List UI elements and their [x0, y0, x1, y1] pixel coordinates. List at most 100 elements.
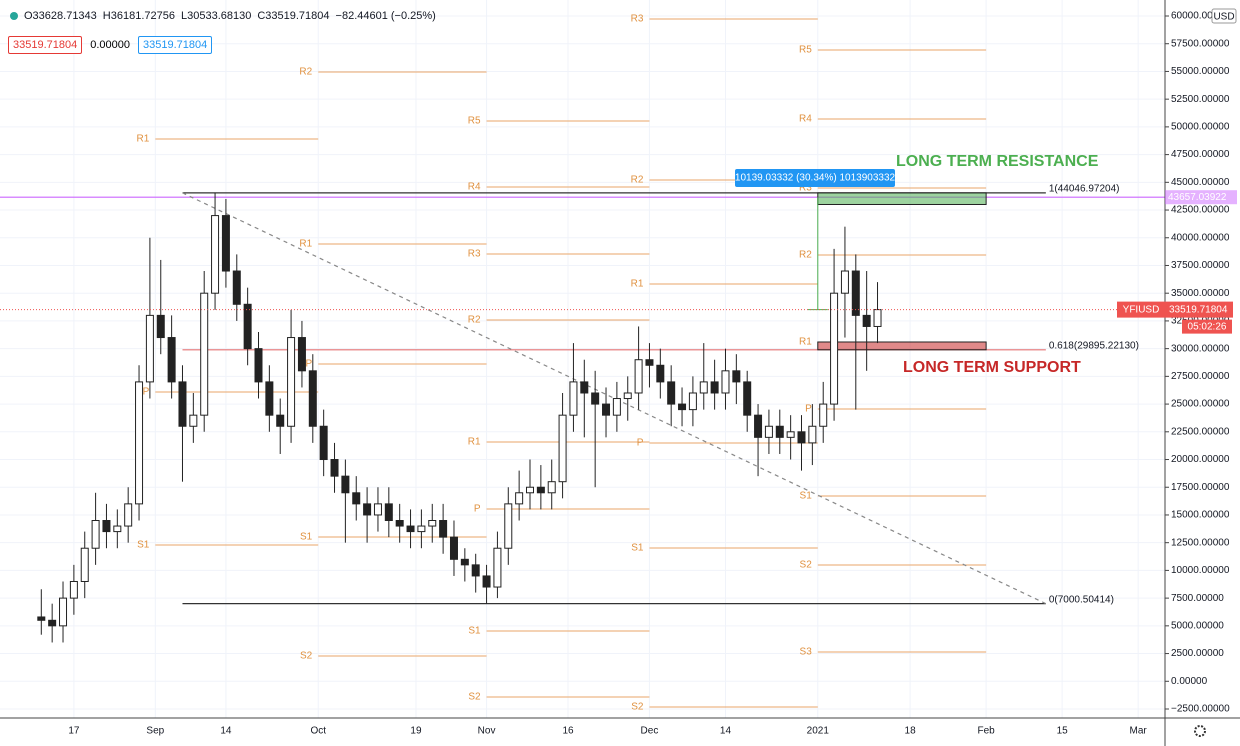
pivot-label: S2	[468, 692, 481, 703]
pivot-label: S1	[800, 491, 813, 502]
candle-body	[602, 403, 611, 416]
settings-icon[interactable]	[1194, 725, 1206, 737]
candle-body	[688, 392, 697, 411]
price-tag	[1165, 301, 1233, 318]
candle-body	[862, 314, 871, 327]
y-tick-label: 15000.00000	[1171, 510, 1230, 521]
currency-label: USD	[1213, 12, 1234, 23]
candle-body	[840, 270, 849, 294]
x-tick-label: 14	[720, 726, 732, 737]
x-tick-label: 18	[905, 726, 917, 737]
candle-body	[113, 525, 122, 533]
candle-body	[80, 547, 89, 582]
candle-body	[645, 359, 654, 366]
candle-body	[732, 370, 741, 383]
candle-body	[493, 547, 502, 588]
candle-body	[102, 520, 111, 533]
spread: 0.00000	[90, 39, 130, 51]
candle-body	[656, 364, 665, 383]
pivot-label: R3	[468, 249, 481, 260]
pivot-label: R1	[799, 337, 812, 348]
candle-body	[699, 381, 708, 394]
status-dot	[10, 12, 18, 20]
buy-price[interactable]: 33519.71804	[138, 36, 213, 54]
candle-body	[536, 486, 545, 494]
x-tick-label: Sep	[146, 726, 164, 737]
candle-body	[341, 475, 350, 494]
pivot-label: R3	[799, 183, 812, 194]
candle-body	[276, 414, 285, 427]
y-tick-label: 30000.00000	[1171, 343, 1230, 354]
x-tick-label: 16	[562, 726, 574, 737]
candle-body	[504, 503, 513, 549]
candle-body	[330, 459, 339, 477]
y-tick-label: 12500.00000	[1171, 537, 1230, 548]
candle-body	[710, 381, 719, 394]
candle-body	[482, 575, 491, 588]
candle-body	[319, 425, 328, 461]
pivot-label: R2	[799, 250, 812, 261]
candle-body	[297, 337, 306, 372]
candle-body	[775, 425, 784, 438]
y-tick-label: 40000.00000	[1171, 232, 1230, 243]
pivot-label: P	[805, 404, 812, 415]
pivot-label: R2	[631, 175, 644, 186]
y-tick-label: 55000.00000	[1171, 66, 1230, 77]
candle-body	[764, 425, 773, 438]
pivot-label: R4	[799, 114, 812, 125]
candle-body	[786, 431, 795, 438]
candle-body	[287, 337, 296, 427]
candle-body	[124, 503, 133, 527]
pivot-label: P	[306, 359, 313, 370]
pivot-label: R1	[468, 437, 481, 448]
candle-body	[526, 486, 534, 494]
candle-body	[547, 481, 556, 494]
y-tick-label: 2500.00000	[1171, 648, 1224, 659]
zone-box	[817, 192, 987, 205]
symbol-label: YFIUSD	[1123, 304, 1160, 315]
candle-body	[69, 580, 78, 599]
order-boxes: 33519.71804 0.00000 33519.71804	[8, 36, 213, 54]
sell-price[interactable]: 33519.71804	[8, 36, 83, 54]
countdown-tag	[1182, 319, 1232, 334]
x-tick-label: 15	[1057, 726, 1069, 737]
candle-body	[189, 414, 198, 427]
candle-body	[808, 425, 817, 444]
pivot-label: R1	[299, 239, 312, 250]
candle-body	[167, 337, 176, 383]
candle-body	[156, 314, 165, 339]
candle-body	[623, 392, 632, 400]
pivot-label: P	[143, 387, 150, 398]
symbol-tag	[1117, 301, 1165, 318]
price-tag-label: 33519.71804	[1169, 304, 1228, 315]
candle-body	[243, 303, 252, 350]
x-tick-label: Nov	[478, 726, 496, 737]
candle-body	[439, 520, 448, 538]
low: L30533.68130	[180, 10, 252, 22]
change: −82.44601 (−0.25%)	[335, 10, 436, 22]
candle-body	[819, 403, 828, 427]
alert-tag-label: 43657.03922	[1168, 192, 1227, 203]
zone-box	[817, 341, 987, 351]
candle-body	[308, 370, 317, 427]
candle-body	[797, 431, 806, 444]
pivot-label: S1	[631, 543, 644, 554]
y-tick-label: 17500.00000	[1171, 482, 1230, 493]
x-tick-label: Feb	[978, 726, 996, 737]
candle-body	[515, 492, 524, 505]
pivot-label: P	[637, 438, 644, 449]
candle-body	[873, 309, 882, 327]
pivot-label: R5	[799, 45, 812, 56]
candle-body	[851, 270, 860, 316]
x-tick-label: 17	[68, 726, 80, 737]
candle-body	[612, 398, 621, 416]
candle-body	[384, 503, 393, 522]
pivot-label: R2	[299, 67, 312, 78]
candle-body	[135, 381, 144, 505]
y-tick-label: 25000.00000	[1171, 399, 1230, 410]
candle-body	[91, 520, 100, 549]
pivot-label: R5	[468, 116, 481, 127]
high: H36181.72756	[102, 10, 175, 22]
pivot-label: S2	[800, 560, 813, 571]
y-tick-label: 7500.00000	[1171, 593, 1224, 604]
